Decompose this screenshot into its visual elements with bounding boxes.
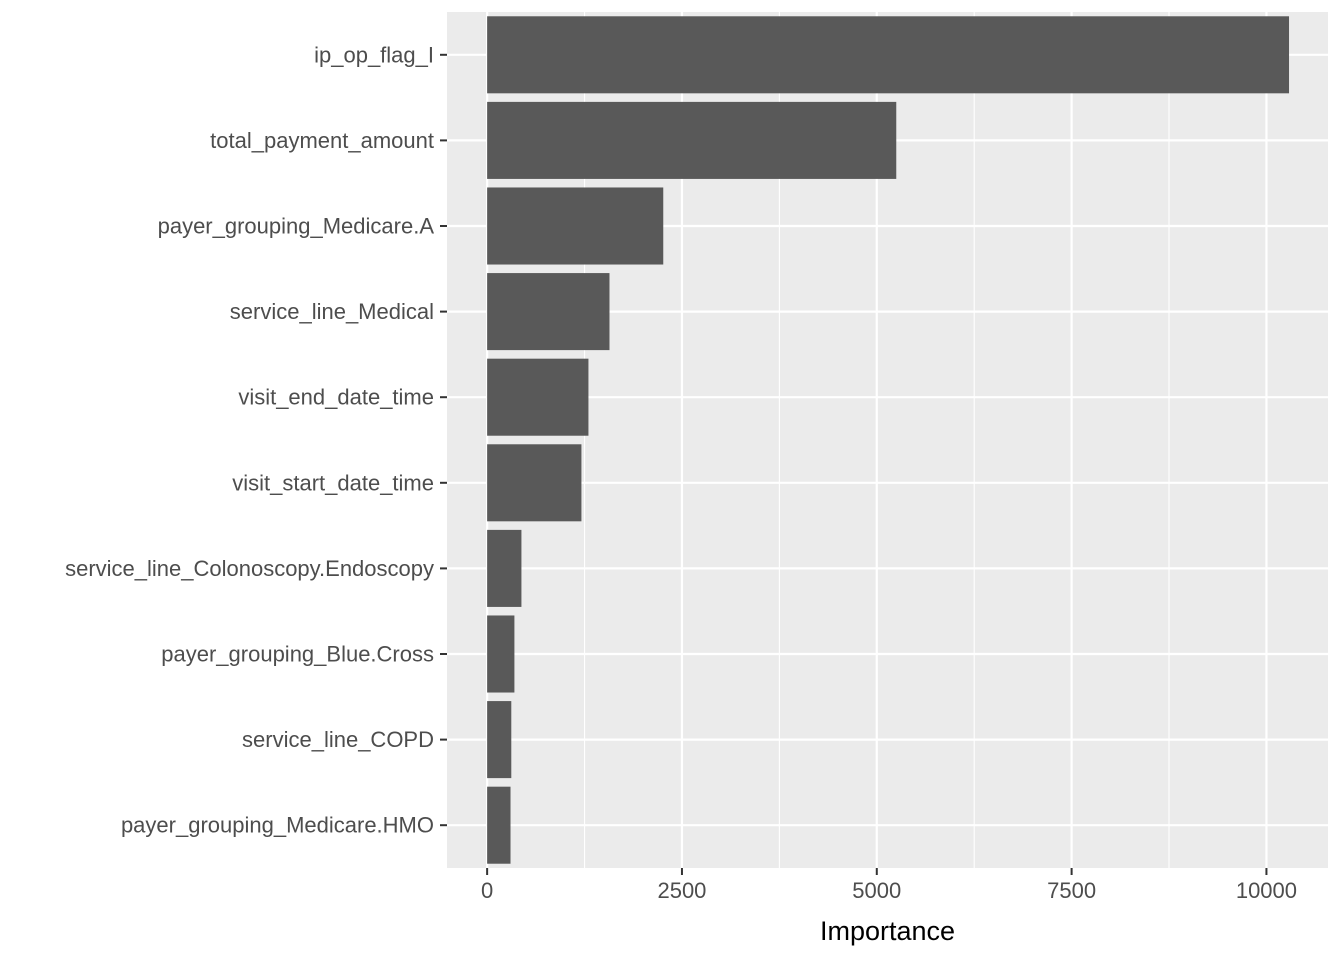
- bar: [487, 101, 897, 179]
- y-tick-label: ip_op_flag_I: [314, 42, 434, 67]
- bar: [487, 16, 1290, 94]
- bar: [487, 615, 515, 693]
- y-tick-label: payer_grouping_Medicare.A: [158, 214, 435, 239]
- bars: [487, 16, 1290, 864]
- y-tick-label: service_line_COPD: [242, 727, 434, 752]
- y-axis: ip_op_flag_I total_payment_amount payer_gr…: [65, 42, 447, 838]
- x-tick-label: 0: [481, 878, 493, 903]
- x-tick-label: 10000: [1236, 878, 1297, 903]
- bar: [487, 701, 512, 779]
- x-tick-label: 2500: [657, 878, 706, 903]
- y-tick-label: visit_start_date_time: [232, 470, 434, 495]
- bar: [487, 187, 664, 265]
- bar: [487, 786, 511, 864]
- x-tick-label: 5000: [852, 878, 901, 903]
- y-tick-label: payer_grouping_Blue.Cross: [161, 642, 434, 667]
- x-axis-title: Importance: [820, 916, 955, 946]
- bar: [487, 529, 522, 607]
- y-tick-label: visit_end_date_time: [238, 385, 434, 410]
- bar: [487, 358, 589, 436]
- bar: [487, 273, 610, 351]
- x-tick-label: 7500: [1047, 878, 1096, 903]
- bar: [487, 444, 582, 522]
- y-tick-label: payer_grouping_Medicare.HMO: [121, 813, 434, 838]
- y-tick-label: service_line_Medical: [230, 299, 434, 324]
- x-axis: 0 2500 5000 7500 10000: [481, 868, 1297, 903]
- y-tick-label: service_line_Colonoscopy.Endoscopy: [65, 556, 434, 581]
- y-tick-label: total_payment_amount: [210, 128, 434, 153]
